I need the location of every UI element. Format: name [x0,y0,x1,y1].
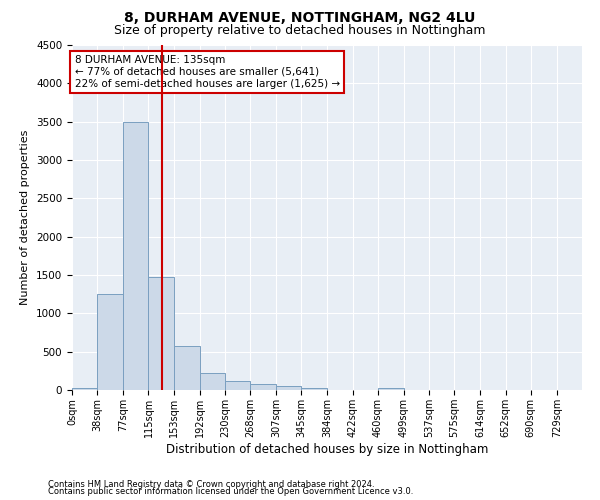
Bar [250,384,276,390]
Bar [97,294,123,390]
Text: 8, DURHAM AVENUE, NOTTINGHAM, NG2 4LU: 8, DURHAM AVENUE, NOTTINGHAM, NG2 4LU [124,11,476,25]
Y-axis label: Number of detached properties: Number of detached properties [20,130,31,305]
Text: 8 DURHAM AVENUE: 135sqm
← 77% of detached houses are smaller (5,641)
22% of semi: 8 DURHAM AVENUE: 135sqm ← 77% of detache… [74,56,340,88]
Text: Size of property relative to detached houses in Nottingham: Size of property relative to detached ho… [114,24,486,37]
Bar [378,388,404,390]
Bar [72,388,97,390]
Text: Contains HM Land Registry data © Crown copyright and database right 2024.: Contains HM Land Registry data © Crown c… [48,480,374,489]
Bar [301,388,328,390]
Bar [148,276,174,390]
Bar [123,122,148,390]
Bar [174,346,200,390]
Bar [276,386,301,390]
X-axis label: Distribution of detached houses by size in Nottingham: Distribution of detached houses by size … [166,442,488,456]
Bar [200,373,225,390]
Text: Contains public sector information licensed under the Open Government Licence v3: Contains public sector information licen… [48,488,413,496]
Bar [225,381,250,390]
